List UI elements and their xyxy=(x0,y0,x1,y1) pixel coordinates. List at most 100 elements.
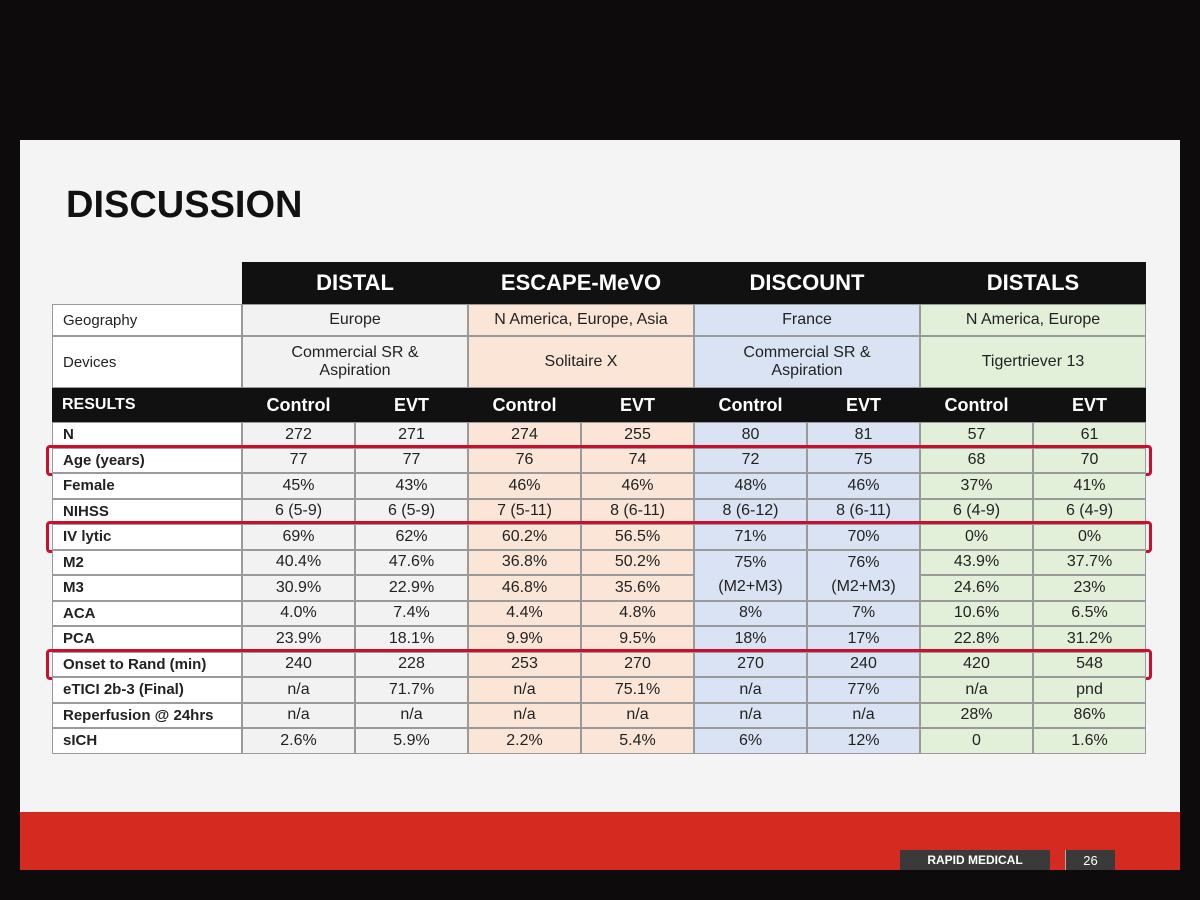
value-cell: 77 xyxy=(242,447,355,473)
arm-header: EVT xyxy=(619,394,655,415)
value-cell: 70% xyxy=(807,524,920,550)
value-cell: 240 xyxy=(807,651,920,677)
row-label: Age (years) xyxy=(52,447,242,473)
value-cell: n/a xyxy=(242,677,355,703)
value-cell: 6 (4-9) xyxy=(1033,498,1146,524)
value-cell: 31.2% xyxy=(1033,626,1146,652)
value-cell: n/a xyxy=(355,702,468,728)
trial-name: DISTALS xyxy=(986,270,1080,295)
row-label: N xyxy=(52,422,242,448)
value-cell: 72 xyxy=(694,447,807,473)
value-cell: 4.0% xyxy=(242,600,355,626)
value-cell: 68 xyxy=(920,447,1033,473)
row-label: PCA xyxy=(52,626,242,652)
row-label: NIHSS xyxy=(52,498,242,524)
page-number: 26 xyxy=(1065,850,1115,870)
value-cell: 18% xyxy=(694,626,807,652)
devices-cell: Commercial SR & Aspiration xyxy=(242,336,468,388)
header-band xyxy=(242,262,1146,304)
value-cell: 18.1% xyxy=(355,626,468,652)
value-cell: 253 xyxy=(468,651,581,677)
value-cell: 240 xyxy=(242,651,355,677)
value-cell: 61 xyxy=(1033,422,1146,448)
row-label: ACA xyxy=(52,600,242,626)
value-cell: 6.5% xyxy=(1033,600,1146,626)
value-cell: 0 xyxy=(920,728,1033,754)
devices-cell: Solitaire X xyxy=(468,336,694,388)
value-cell: 71.7% xyxy=(355,677,468,703)
value-cell: 50.2% xyxy=(581,549,694,575)
value-cell: 75.1% xyxy=(581,677,694,703)
arm-header: Control xyxy=(266,394,331,415)
value-cell: 1.6% xyxy=(1033,728,1146,754)
value-cell: 6 (5-9) xyxy=(355,498,468,524)
value-cell: 35.6% xyxy=(581,575,694,601)
value-cell: 60.2% xyxy=(468,524,581,550)
value-cell: 6% xyxy=(694,728,807,754)
highlight-box xyxy=(46,521,1152,553)
value-cell: n/a xyxy=(694,677,807,703)
value-cell: 57 xyxy=(920,422,1033,448)
value-cell: 8% xyxy=(694,600,807,626)
value-cell: 62% xyxy=(355,524,468,550)
row-label: Female xyxy=(52,473,242,499)
value-cell: 28% xyxy=(920,702,1033,728)
value-cell: 74 xyxy=(581,447,694,473)
devices-cell: Tigertriever 13 xyxy=(920,336,1146,388)
results-label: RESULTS xyxy=(62,396,136,413)
row-label: sICH xyxy=(52,728,242,754)
value-cell: 43% xyxy=(355,473,468,499)
geography-cell: N America, Europe, Asia xyxy=(468,304,694,336)
value-cell: 10.6% xyxy=(920,600,1033,626)
value-cell: 271 xyxy=(355,422,468,448)
value-cell: 270 xyxy=(694,651,807,677)
value-cell: 5.4% xyxy=(581,728,694,754)
row-label: eTICI 2b-3 (Final) xyxy=(52,677,242,703)
value-cell: 37% xyxy=(920,473,1033,499)
row-label: Devices xyxy=(52,336,242,388)
arm-header: Control xyxy=(492,394,557,415)
value-cell: 270 xyxy=(581,651,694,677)
value-cell: 2.2% xyxy=(468,728,581,754)
value-cell: n/a xyxy=(920,677,1033,703)
value-cell: 43.9% xyxy=(920,549,1033,575)
value-cell: 41% xyxy=(1033,473,1146,499)
value-cell: 17% xyxy=(807,626,920,652)
value-cell: 272 xyxy=(242,422,355,448)
value-cell: n/a xyxy=(468,677,581,703)
value-cell: 77 xyxy=(355,447,468,473)
highlight-box xyxy=(46,444,1152,476)
row-label: Onset to Rand (min) xyxy=(52,651,242,677)
value-cell: 228 xyxy=(355,651,468,677)
geography-cell: France xyxy=(694,304,920,336)
value-cell: n/a xyxy=(694,702,807,728)
row-label: Geography xyxy=(52,304,242,336)
trial-name: ESCAPE-MeVO xyxy=(500,270,662,295)
row-label: M3 xyxy=(52,575,242,601)
value-cell: 4.4% xyxy=(468,600,581,626)
value-cell: 23.9% xyxy=(242,626,355,652)
value-cell: 548 xyxy=(1033,651,1146,677)
value-cell: 76 xyxy=(468,447,581,473)
value-cell: 7.4% xyxy=(355,600,468,626)
value-cell: n/a xyxy=(242,702,355,728)
value-cell: 37.7% xyxy=(1033,549,1146,575)
value-cell: 7 (5-11) xyxy=(468,498,581,524)
value-cell: 77% xyxy=(807,677,920,703)
value-cell: 2.6% xyxy=(242,728,355,754)
devices-cell: Commercial SR & Aspiration xyxy=(694,336,920,388)
value-cell: n/a xyxy=(581,702,694,728)
value-cell: 76% xyxy=(807,549,920,575)
row-label: M2 xyxy=(52,549,242,575)
value-cell: 48% xyxy=(694,473,807,499)
value-cell: 8 (6-11) xyxy=(807,498,920,524)
slide-title: DISCUSSION xyxy=(66,183,303,226)
value-cell: 70 xyxy=(1033,447,1146,473)
geography-cell: Europe xyxy=(242,304,468,336)
value-cell: (M2+M3) xyxy=(807,575,920,601)
value-cell: n/a xyxy=(807,702,920,728)
value-cell: 255 xyxy=(581,422,694,448)
arm-header: EVT xyxy=(845,394,881,415)
trial-name: DISCOUNT xyxy=(749,270,865,295)
value-cell: 71% xyxy=(694,524,807,550)
